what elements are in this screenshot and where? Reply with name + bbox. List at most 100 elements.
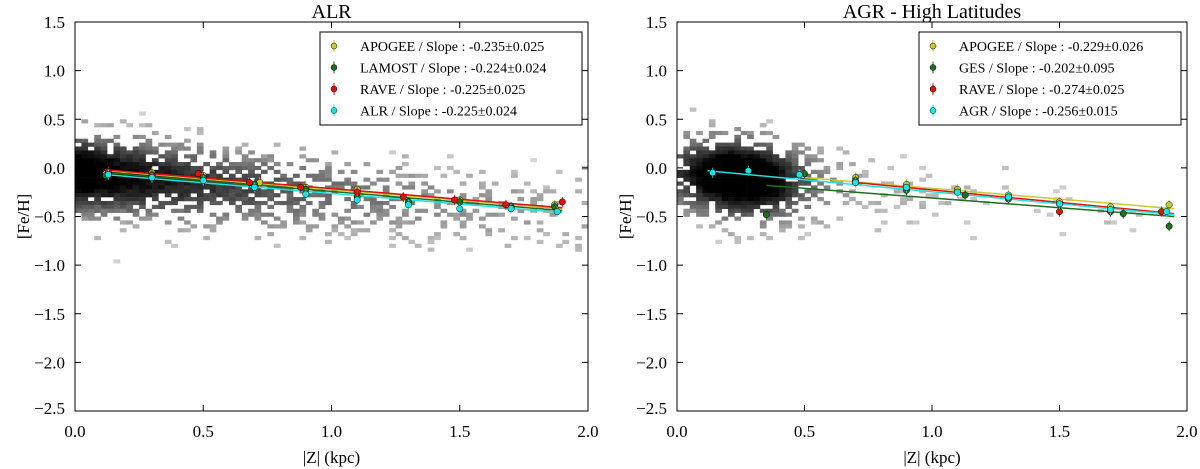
density-cell: [75, 162, 82, 167]
density-cell: [543, 232, 550, 237]
density-cell: [772, 189, 780, 194]
density-cell: [325, 185, 332, 190]
density-cell: [235, 162, 243, 167]
density-cell: [87, 142, 95, 147]
density-cell: [453, 232, 461, 237]
density-cell: [286, 162, 294, 167]
density-cell: [164, 220, 172, 225]
density-cell: [216, 173, 223, 178]
density-cell: [132, 177, 140, 182]
density-cell: [94, 123, 101, 128]
density-cell: [402, 173, 409, 178]
density-cell: [75, 138, 82, 143]
density-cell: [466, 216, 473, 221]
density-cell: [702, 193, 710, 198]
density-cell: [734, 185, 742, 190]
density-cell: [753, 181, 761, 186]
density-cell: [305, 173, 313, 178]
density-cell: [734, 197, 742, 202]
density-cell: [75, 193, 82, 198]
density-cell: [925, 193, 933, 198]
density-cell: [209, 150, 217, 155]
density-cell: [478, 193, 486, 198]
density-cell: [753, 162, 761, 167]
density-cell: [216, 193, 223, 198]
density-cell: [702, 189, 710, 194]
density-cell: [817, 197, 824, 202]
density-cell: [766, 154, 773, 159]
density-cell: [893, 204, 901, 210]
density-cell: [791, 162, 799, 167]
density-cell: [543, 185, 550, 190]
density-cell: [523, 235, 531, 241]
density-cell: [81, 185, 89, 190]
density-cell: [849, 162, 856, 167]
density-cell: [357, 204, 364, 210]
density-cell: [402, 212, 409, 217]
density-cell: [216, 165, 223, 171]
density-cell: [402, 220, 409, 225]
density-cell: [414, 173, 422, 178]
density-cell: [376, 177, 384, 182]
density-cell: [164, 169, 172, 175]
density-cell: [440, 208, 448, 213]
density-cell: [382, 185, 390, 190]
density-cell: [683, 169, 691, 175]
density-cell: [721, 162, 729, 167]
density-cell: [119, 158, 127, 163]
density-cell: [900, 200, 907, 206]
density-cell: [408, 181, 416, 186]
density-cell: [453, 169, 461, 175]
density-cell: [350, 204, 358, 210]
density-cell: [325, 200, 332, 206]
density-cell: [721, 200, 729, 206]
density-cell: [772, 208, 780, 213]
density-cell: [139, 200, 146, 206]
density-cell: [395, 224, 403, 229]
density-cell: [81, 200, 89, 206]
density-cell: [798, 235, 805, 241]
density-cell: [254, 235, 262, 241]
density-cell: [683, 189, 691, 194]
density-cell: [190, 197, 198, 202]
density-cell: [689, 154, 697, 159]
density-cell: [402, 162, 409, 167]
density-cell: [728, 177, 735, 182]
density-cell: [1104, 220, 1111, 225]
density-cell: [132, 181, 140, 186]
density-cell: [562, 239, 570, 245]
density-cell: [785, 173, 793, 178]
density-cell: [747, 212, 754, 217]
density-cell: [728, 185, 735, 190]
density-cell: [740, 189, 748, 194]
density-cell: [817, 189, 824, 194]
density-cell: [312, 212, 319, 217]
density-cell: [791, 158, 799, 163]
density-cell: [107, 200, 114, 206]
density-cell: [715, 173, 722, 178]
density-cell: [164, 189, 172, 194]
density-cell: [766, 150, 773, 155]
density-cell: [549, 212, 557, 217]
density-cell: [414, 243, 422, 248]
density-cell: [842, 150, 850, 155]
density-cell: [119, 162, 127, 167]
density-cell: [759, 197, 767, 202]
density-cell: [100, 165, 108, 171]
density-cell: [728, 232, 735, 237]
density-cell: [459, 208, 467, 213]
density-cell: [1002, 185, 1009, 190]
density-cell: [689, 193, 697, 198]
density-cell: [75, 204, 82, 210]
y-tick-label: 1.0: [44, 62, 65, 81]
fit-line: [105, 170, 563, 210]
density-cell: [440, 173, 448, 178]
density-cell: [184, 228, 191, 233]
density-cell: [740, 169, 748, 175]
density-cell: [145, 123, 153, 128]
density-cell: [817, 150, 824, 155]
density-cell: [222, 158, 230, 163]
density-cell: [798, 224, 805, 229]
density-cell: [485, 193, 493, 198]
